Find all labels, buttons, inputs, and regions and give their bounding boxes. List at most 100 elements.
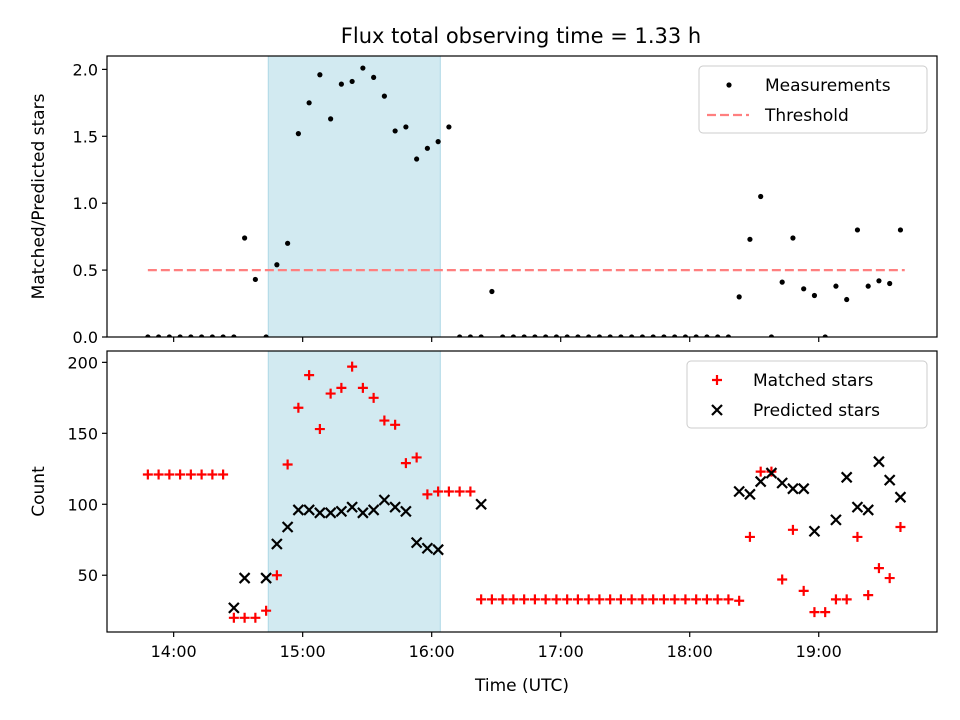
measurement-point <box>424 145 430 151</box>
predicted-stars-point <box>367 504 380 516</box>
matched-stars-point <box>884 573 895 584</box>
measurement-point <box>693 334 699 337</box>
measurement-point <box>510 334 516 337</box>
matched-stars-point <box>422 489 433 500</box>
plot-area <box>142 361 907 623</box>
matched-stars-point <box>250 612 261 623</box>
measurement-point <box>414 156 420 162</box>
series-predicted-stars <box>228 455 907 614</box>
measurement-point <box>252 276 258 283</box>
matched-stars-point <box>895 521 906 532</box>
legend: Measurements Threshold <box>698 65 928 134</box>
predicted-stars-point <box>475 498 487 511</box>
measurement-point <box>489 288 495 295</box>
predicted-stars-point <box>776 477 788 489</box>
matched-stars-point <box>379 415 390 426</box>
predicted-stars-point <box>862 504 874 516</box>
matched-stars-point <box>293 402 304 413</box>
legend-label: Matched stars <box>753 371 873 391</box>
measurement-point <box>349 78 355 85</box>
matched-stars-point <box>734 595 745 606</box>
measurement-point <box>586 334 592 337</box>
observing-window-shade <box>267 55 441 338</box>
x-tick-label: 14:00 <box>151 642 197 661</box>
measurement-point <box>457 334 463 337</box>
predicted-stars-point <box>281 521 294 533</box>
matched-stars-point <box>142 469 153 480</box>
measurement-point <box>618 334 624 337</box>
measurement-point <box>242 235 248 241</box>
matched-stars-point <box>314 424 325 435</box>
measurement-point <box>295 131 301 137</box>
matched-stars-point <box>218 469 229 480</box>
matched-stars-point <box>325 388 336 399</box>
measurement-point <box>446 124 452 130</box>
measurement-point <box>876 278 882 284</box>
measurement-point <box>768 334 775 337</box>
y-tick-label: 150 <box>67 424 98 443</box>
matched-stars-point <box>153 469 164 480</box>
measurement-point <box>854 227 861 233</box>
matched-stars-point <box>755 466 766 477</box>
axes-frame <box>106 55 938 338</box>
measurement-point <box>811 292 818 299</box>
predicted-stars-point <box>410 536 423 549</box>
predicted-stars-point <box>883 474 896 486</box>
matched-stars-point <box>701 594 712 605</box>
matched-stars-point <box>648 594 659 605</box>
y-tick-label: 100 <box>67 495 98 514</box>
matched-stars-point <box>519 594 530 605</box>
measurement-point <box>381 93 387 99</box>
matched-stars-point <box>583 594 594 605</box>
predicted-stars-point <box>894 491 907 503</box>
measurement-point <box>639 334 646 337</box>
count-panel: 50 100 150 200 14:00 15:00 16:00 17:00 18:00 19:0… <box>29 350 938 696</box>
matched-stars-point <box>615 594 626 605</box>
matched-stars-point <box>465 486 476 497</box>
measurement-point <box>607 334 613 337</box>
matched-stars-point <box>669 594 680 605</box>
measurement-point <box>285 240 291 246</box>
matched-stars-point <box>594 594 605 605</box>
matched-stars-point <box>368 392 379 403</box>
y-tick-label: 200 <box>67 353 98 372</box>
matched-stars-point <box>443 486 454 497</box>
measurement-point <box>543 334 549 337</box>
matched-stars-point <box>658 594 669 605</box>
matched-stars-point <box>680 594 691 605</box>
y-tick-label: 0.5 <box>73 261 98 280</box>
y-tick-label: 1.0 <box>73 194 98 213</box>
x-tick-label: 19:00 <box>796 642 842 661</box>
predicted-stars-point <box>260 572 272 584</box>
measurement-point <box>263 334 269 337</box>
matched-stars-point <box>164 469 175 480</box>
predicted-stars-point <box>324 507 337 519</box>
measurement-point <box>478 334 484 337</box>
measurement-point <box>790 235 796 241</box>
measurement-point <box>682 334 689 337</box>
matched-stars-point <box>712 594 723 605</box>
matched-stars-point <box>841 594 852 605</box>
predicted-stars-point <box>873 455 885 468</box>
matched-stars-point <box>207 469 218 480</box>
matched-stars-point <box>562 594 573 605</box>
matched-stars-point <box>336 382 347 393</box>
matched-stars-point <box>304 370 315 381</box>
matched-stars-point <box>830 594 841 605</box>
matched-stars-point <box>411 452 422 463</box>
measurement-point <box>500 334 506 337</box>
measurement-point <box>725 334 732 337</box>
measurement-point <box>532 334 538 337</box>
measurement-point <box>897 227 904 233</box>
matched-stars-point <box>400 458 411 469</box>
matched-stars-point <box>873 563 884 574</box>
measurement-point <box>865 283 871 289</box>
ratio-panel: 0.0 0.5 1.0 1.5 2.0 Matched/Predicted stars Me… <box>29 55 938 347</box>
predicted-stars-point <box>787 482 799 495</box>
chart-title: Flux total observing time = 1.33 h <box>341 24 701 48</box>
measurement-point <box>704 334 710 337</box>
measurement-point <box>328 116 334 122</box>
measurement-point <box>629 334 635 337</box>
matched-stars-point <box>777 574 788 585</box>
x-tick-label: 15:00 <box>280 642 326 661</box>
